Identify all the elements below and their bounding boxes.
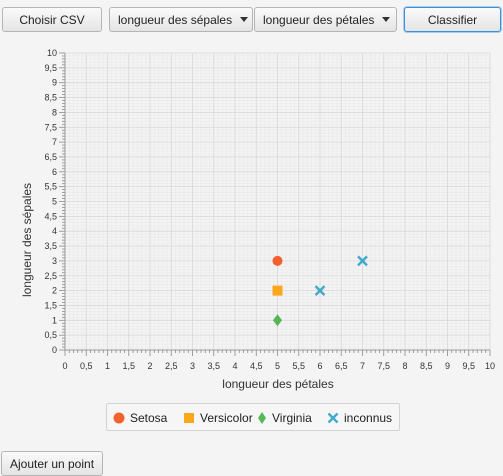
data-points bbox=[272, 255, 368, 327]
x-tick-label: 0,5 bbox=[80, 361, 93, 371]
data-point-versicolor bbox=[272, 285, 283, 296]
x-axis-select[interactable]: longueur des sépales bbox=[109, 7, 253, 32]
data-point-setosa bbox=[272, 255, 283, 266]
x-tick-label: 4,5 bbox=[250, 361, 263, 371]
legend-item-inconnus: inconnus bbox=[327, 404, 392, 432]
x-tick-label: 3,5 bbox=[207, 361, 220, 371]
legend-label: Virginia bbox=[272, 411, 312, 425]
y-tick-label: 9 bbox=[52, 78, 57, 88]
classify-button[interactable]: Classifier bbox=[404, 7, 501, 32]
y-tick-label: 10 bbox=[47, 48, 57, 58]
legend-label: Versicolor bbox=[200, 411, 253, 425]
y-tick-labels: 0 0,5 1 1,5 2 2,5 3 3,5 4 4,5 5 5,5 6 6,5 7 7,5 8 8,5 9 9,5… bbox=[44, 48, 57, 355]
y-tick-label: 5 bbox=[52, 197, 57, 207]
x-tick-label: 9 bbox=[445, 361, 450, 371]
legend-item-virginia: Virginia bbox=[257, 404, 312, 432]
axes bbox=[59, 52, 491, 356]
y-axis-select[interactable]: longueur des pétales bbox=[254, 7, 397, 32]
square-icon bbox=[184, 413, 194, 423]
y-tick-label: 4,5 bbox=[44, 211, 57, 221]
x-tick-label: 4 bbox=[232, 361, 237, 371]
x-tick-label: 5,5 bbox=[292, 361, 305, 371]
cross-stroke bbox=[357, 255, 368, 267]
x-tick-labels: 0 0,5 1 1,5 2 2,5 3 3,5 4 4,5 5 5,5 6 6,5 7 7,5 8 8,5 9 9,5… bbox=[62, 361, 495, 371]
x-tick-label: 7,5 bbox=[377, 361, 390, 371]
chevron-down-icon bbox=[382, 17, 391, 22]
x-tick-label: 1,5 bbox=[122, 361, 135, 371]
x-tick-label: 9,5 bbox=[462, 361, 475, 371]
choose-csv-button[interactable]: Choisir CSV bbox=[2, 7, 102, 32]
data-point-inconnus bbox=[357, 255, 368, 267]
x-tick-label: 1 bbox=[105, 361, 110, 371]
classify-label: Classifier bbox=[427, 12, 478, 27]
x-axis-select-value: longueur des sépales bbox=[118, 12, 233, 27]
x-tick-label: 2 bbox=[147, 361, 152, 371]
y-tick-label: 6,5 bbox=[44, 152, 57, 162]
add-point-button[interactable]: Ajouter un point bbox=[1, 451, 103, 476]
major-grid bbox=[64, 52, 491, 351]
y-tick-label: 5,5 bbox=[44, 182, 57, 192]
x-tick-label: 8,5 bbox=[420, 361, 433, 371]
scatter-chart: 0 0,5 1 1,5 2 2,5 3 3,5 4 4,5 5 5,5 6 6,5 7 7,5 8 8,5 9 9,5… bbox=[20, 48, 495, 391]
y-tick-label: 7,5 bbox=[44, 122, 57, 132]
chart-legend: Setosa Versicolor Virginia inconnus bbox=[106, 403, 400, 431]
x-tick-label: 8 bbox=[402, 361, 407, 371]
diamond-icon bbox=[258, 412, 266, 424]
x-axis-label: longueur des pétales bbox=[222, 377, 333, 391]
y-tick-label: 8 bbox=[52, 107, 57, 117]
y-tick-label: 7 bbox=[52, 137, 57, 147]
x-tick-label: 6 bbox=[317, 361, 322, 371]
y-tick-label: 4 bbox=[52, 226, 57, 236]
legend-item-versicolor: Versicolor bbox=[183, 404, 253, 432]
circle-icon bbox=[113, 412, 125, 424]
x-tick-label: 6,5 bbox=[335, 361, 348, 371]
y-tick-label: 2 bbox=[52, 286, 57, 296]
legend-label: Setosa bbox=[130, 411, 168, 425]
y-tick-label: 8,5 bbox=[44, 93, 57, 103]
y-axis-label: longueur des sépales bbox=[20, 183, 34, 297]
y-tick-label: 1,5 bbox=[44, 300, 57, 310]
x-tick-label: 7 bbox=[360, 361, 365, 371]
y-tick-label: 1 bbox=[52, 315, 57, 325]
y-tick-label: 0,5 bbox=[44, 330, 57, 340]
cross-stroke bbox=[314, 285, 326, 296]
y-tick-label: 9,5 bbox=[44, 63, 57, 73]
x-tick-label: 3 bbox=[190, 361, 195, 371]
cross-icon bbox=[327, 412, 339, 424]
chevron-down-icon bbox=[240, 17, 249, 22]
add-point-label: Ajouter un point bbox=[9, 456, 95, 471]
y-tick-label: 3,5 bbox=[44, 241, 57, 251]
x-tick-label: 0 bbox=[62, 361, 67, 371]
x-tick-label: 10 bbox=[485, 361, 495, 371]
y-tick-label: 2,5 bbox=[44, 271, 57, 281]
x-tick-label: 5 bbox=[275, 361, 280, 371]
data-point-inconnus bbox=[314, 285, 326, 296]
choose-csv-label: Choisir CSV bbox=[19, 12, 85, 27]
y-tick-label: 3 bbox=[52, 256, 57, 266]
data-point-virginia bbox=[273, 314, 282, 327]
y-axis-select-value: longueur des pétales bbox=[263, 12, 375, 27]
y-tick-label: 0 bbox=[52, 345, 57, 355]
legend-label: inconnus bbox=[344, 411, 393, 425]
y-tick-label: 6 bbox=[52, 167, 57, 177]
legend-item-setosa: Setosa bbox=[113, 404, 167, 432]
x-tick-label: 2,5 bbox=[165, 361, 178, 371]
